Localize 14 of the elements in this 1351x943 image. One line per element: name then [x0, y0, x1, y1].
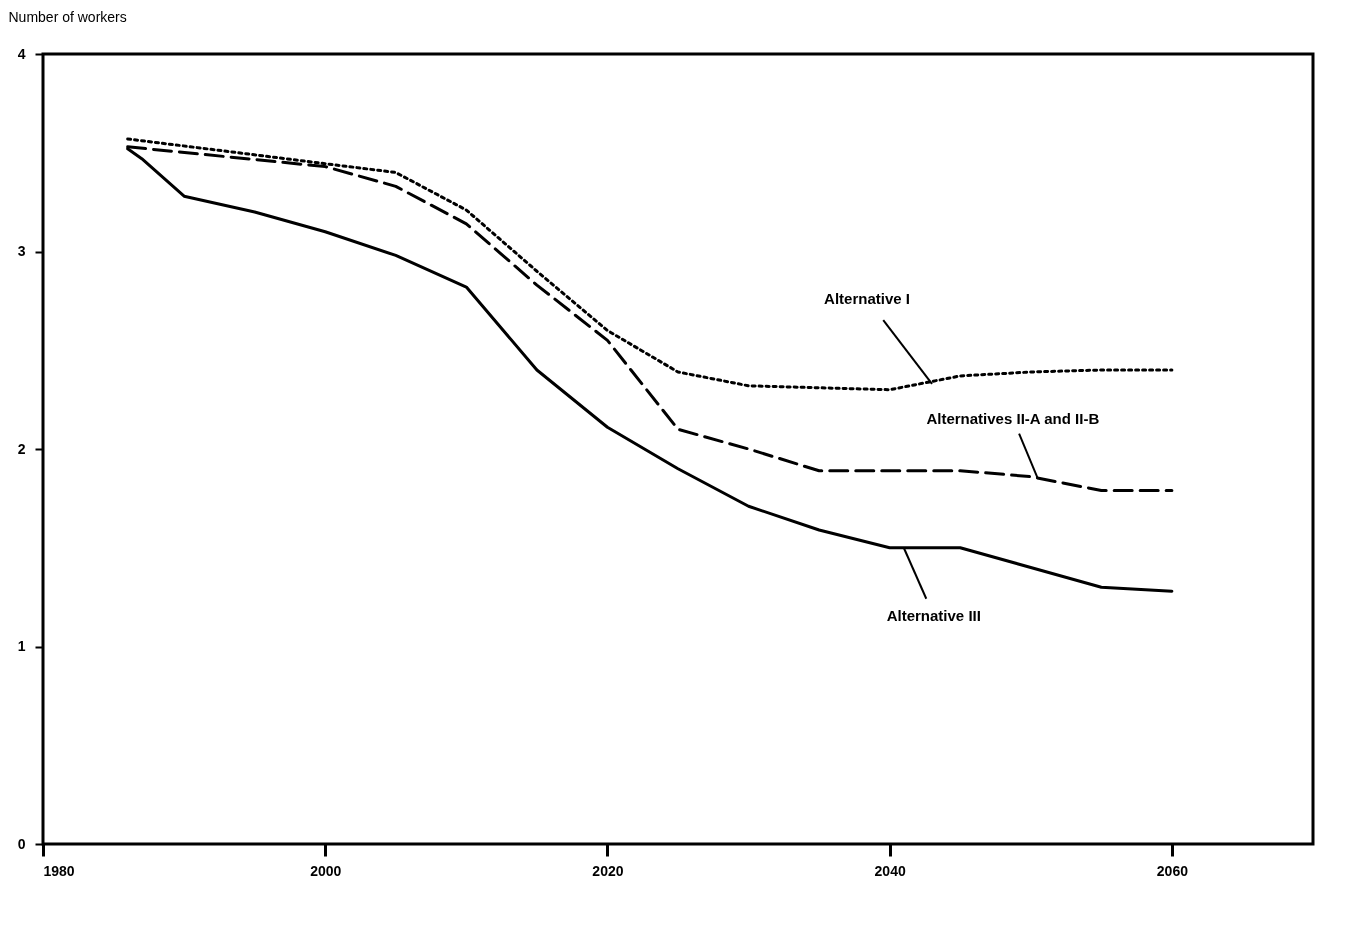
y-tick-label: 2 — [17, 440, 26, 457]
annotation: Alternatives II-A and II-B — [926, 409, 1100, 427]
y-tick-label: 1 — [17, 638, 26, 654]
x-tick-label: 1980 — [43, 862, 75, 879]
x-tick-label: 2000 — [310, 862, 342, 879]
x-tick-label: 2060 — [1156, 862, 1189, 879]
y-tick-label: 3 — [17, 243, 26, 259]
annotation: Alternative III — [886, 606, 981, 624]
y-tick-label: 0 — [17, 835, 26, 852]
y-axis-title: Number of workers — [8, 8, 127, 25]
annotation: Alternative I — [824, 289, 910, 307]
y-tick-label: 4 — [17, 45, 26, 62]
x-tick-label: 2020 — [592, 862, 624, 879]
x-tick-label: 2040 — [874, 862, 906, 879]
